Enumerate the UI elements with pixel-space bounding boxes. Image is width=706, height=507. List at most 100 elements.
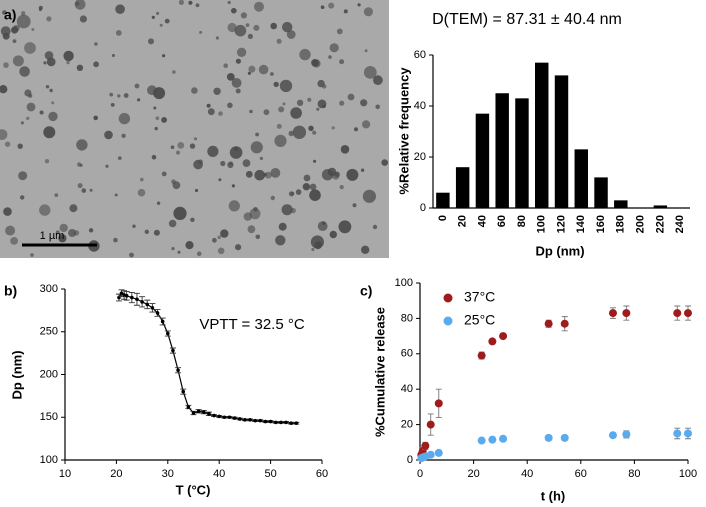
data-point (124, 294, 129, 298)
particle (18, 171, 28, 181)
bar (455, 167, 470, 208)
data-line (118, 292, 297, 424)
particle (109, 92, 114, 97)
particle (270, 72, 274, 76)
particle (329, 43, 339, 53)
particle (26, 102, 36, 112)
particle (178, 0, 184, 5)
bar (614, 200, 628, 208)
particle (212, 237, 217, 243)
particle (39, 110, 44, 115)
particle (242, 159, 251, 168)
data-point (544, 433, 553, 442)
particle (137, 98, 141, 102)
particle (76, 64, 84, 72)
annotation: VPTT = 32.5 °C (199, 316, 305, 333)
particle (148, 38, 154, 45)
x-tick-label: 140 (575, 215, 587, 233)
particle (309, 189, 321, 201)
particle (247, 71, 251, 75)
y-tick-label: 20 (401, 419, 413, 431)
particle (282, 102, 286, 106)
particle (30, 253, 34, 257)
particle (206, 103, 211, 108)
particle (307, 97, 312, 102)
legend-marker (443, 293, 453, 303)
particle (2, 10, 7, 15)
particle (291, 192, 295, 195)
particle (362, 189, 376, 203)
particle (134, 83, 140, 89)
x-tick-label: 180 (615, 215, 627, 233)
particle (278, 222, 287, 231)
particle (59, 223, 68, 233)
data-point (176, 368, 180, 373)
y-tick-label: 60 (414, 49, 426, 61)
particle (243, 212, 252, 221)
particle (229, 146, 243, 159)
particle (274, 134, 287, 147)
bar (554, 75, 569, 209)
particle (250, 141, 263, 154)
data-point (434, 399, 443, 408)
particle (276, 38, 282, 44)
particle (329, 230, 337, 239)
particle (111, 54, 115, 57)
particle (153, 106, 157, 110)
particle (19, 66, 30, 77)
particle (290, 107, 302, 119)
chart-title: D(TEM) = 87.31 ± 40.4 nm (432, 11, 622, 28)
particle (66, 60, 70, 65)
particle (255, 132, 259, 137)
particle (207, 145, 219, 157)
particle (227, 22, 237, 33)
particle (58, 234, 67, 243)
data-point (171, 348, 175, 353)
particle (168, 219, 177, 228)
particle (171, 179, 176, 184)
particle (44, 159, 50, 164)
particle (195, 3, 200, 8)
particle (69, 204, 78, 213)
legend-marker (443, 316, 453, 326)
particle (247, 33, 253, 40)
particle (188, 0, 193, 5)
data-point (227, 415, 232, 420)
particle (156, 201, 161, 205)
data-point (622, 430, 631, 439)
particle (339, 185, 344, 190)
particle (347, 93, 355, 101)
particle (3, 207, 12, 216)
tem-image (0, 0, 389, 258)
particle (151, 154, 157, 160)
bar (535, 62, 549, 209)
particle (218, 111, 223, 116)
data-point (488, 435, 497, 444)
particle (255, 234, 261, 240)
particle (263, 172, 268, 177)
data-point (155, 311, 160, 315)
particle (363, 7, 373, 17)
particle (327, 167, 337, 177)
particle (151, 15, 155, 19)
y-axis-label: %Cumulative release (372, 307, 387, 437)
particle (79, 163, 83, 167)
data-point (560, 433, 569, 442)
x-axis-label: T (°C) (176, 482, 211, 497)
data-point (294, 421, 299, 426)
particle (74, 0, 86, 10)
data-point (217, 414, 221, 419)
particle (316, 241, 322, 247)
particle (154, 126, 158, 131)
particle (38, 8, 42, 12)
data-point (544, 319, 553, 328)
y-tick-label: 60 (401, 348, 413, 360)
particle (207, 108, 215, 116)
particle (110, 103, 115, 107)
particle (245, 23, 250, 27)
particle (302, 183, 311, 191)
particle (223, 63, 228, 68)
particle (118, 112, 131, 125)
x-tick-label: 200 (634, 215, 646, 233)
particle (213, 87, 221, 96)
